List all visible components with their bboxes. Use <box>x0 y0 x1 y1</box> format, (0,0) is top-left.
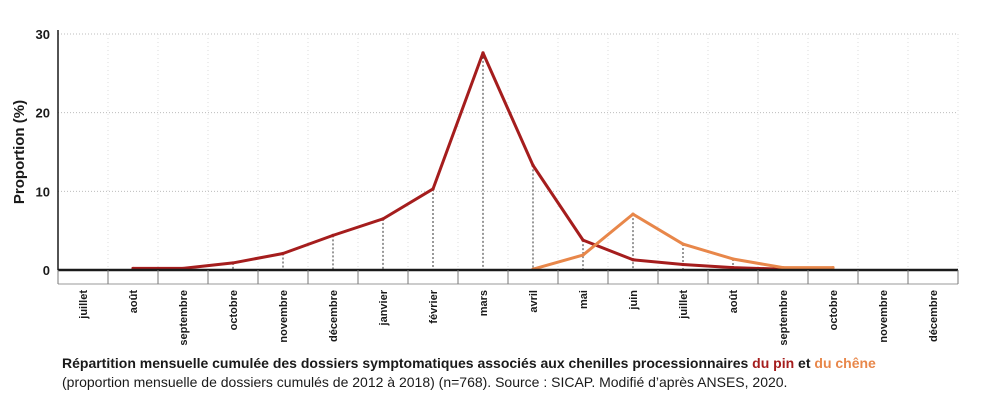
y-tick-label-30: 30 <box>36 27 50 42</box>
caption-chene-label: du chêne <box>814 355 876 371</box>
x-tick-label-11: juin <box>628 290 640 311</box>
x-tick-label-16: novembre <box>878 290 890 343</box>
data-point-pin-9 <box>531 163 535 167</box>
x-tick-label-1: août <box>128 290 140 314</box>
x-tick-labels: juillet août septembre octobre novembre décem… <box>78 289 940 345</box>
data-point-pin-5 <box>331 233 335 237</box>
y-axis-label: Proportion (%) <box>11 100 28 204</box>
x-tick-label-14: septembre <box>778 290 790 346</box>
data-point-pin-12 <box>681 262 685 267</box>
y-tick-label-20: 20 <box>36 106 50 121</box>
caption-pin-label: du pin <box>752 355 795 371</box>
grid-lines <box>57 33 959 270</box>
caption-line-2: (proportion mensuelle de dossiers cumulé… <box>62 374 788 390</box>
data-point-pin-8 <box>481 51 485 55</box>
x-tick-label-7: février <box>428 289 440 323</box>
data-point-pin-13 <box>731 266 735 270</box>
data-point-pin-10 <box>581 238 585 242</box>
x-tick-label-10: mai <box>578 290 590 309</box>
x-tick-label-2: septembre <box>178 290 190 346</box>
data-point-pin-6 <box>381 217 385 221</box>
caption-connector: et <box>794 355 815 371</box>
figure-caption: Répartition mensuelle cumulée des dossie… <box>62 354 972 392</box>
x-tick-label-15: octobre <box>828 290 840 330</box>
data-point-chene-13 <box>731 257 735 261</box>
x-tick-label-12: juillet <box>678 290 690 320</box>
drop-lines <box>232 52 734 270</box>
x-tick-label-0: juillet <box>78 290 90 320</box>
data-point-chene-10 <box>581 253 585 257</box>
y-tick-labels: 0 10 20 30 <box>36 27 50 278</box>
data-point-chene-15 <box>831 266 835 270</box>
x-tick-label-3: octobre <box>228 290 240 330</box>
caption-text: Répartition mensuelle cumulée des dossie… <box>62 355 753 371</box>
x-tick-label-8: mars <box>478 290 490 316</box>
caption-line-1: Répartition mensuelle cumulée des dossie… <box>62 354 972 373</box>
x-tick-label-13: août <box>728 290 740 314</box>
y-tick-label-10: 10 <box>36 184 50 199</box>
x-tick-label-9: avril <box>528 290 540 313</box>
y-tick-label-0: 0 <box>43 263 50 278</box>
x-tick-label-6: janvier <box>378 289 390 326</box>
x-tick-label-17: décembre <box>928 290 940 342</box>
series-lines <box>131 51 835 271</box>
data-point-pin-3 <box>231 261 235 265</box>
data-point-chene-14 <box>781 266 785 270</box>
data-point-pin-4 <box>281 251 285 256</box>
data-point-pin-11 <box>631 258 635 262</box>
axes <box>57 30 959 285</box>
data-point-pin-7 <box>431 187 435 191</box>
x-tick-label-4: novembre <box>278 290 290 343</box>
x-tick-label-5: décembre <box>328 290 340 342</box>
series-line-pin <box>131 51 785 271</box>
line-chart: 0 10 20 30 juillet août septembre octobre novem… <box>11 27 959 346</box>
data-point-chene-12 <box>681 242 685 246</box>
data-point-chene-11 <box>631 212 635 216</box>
